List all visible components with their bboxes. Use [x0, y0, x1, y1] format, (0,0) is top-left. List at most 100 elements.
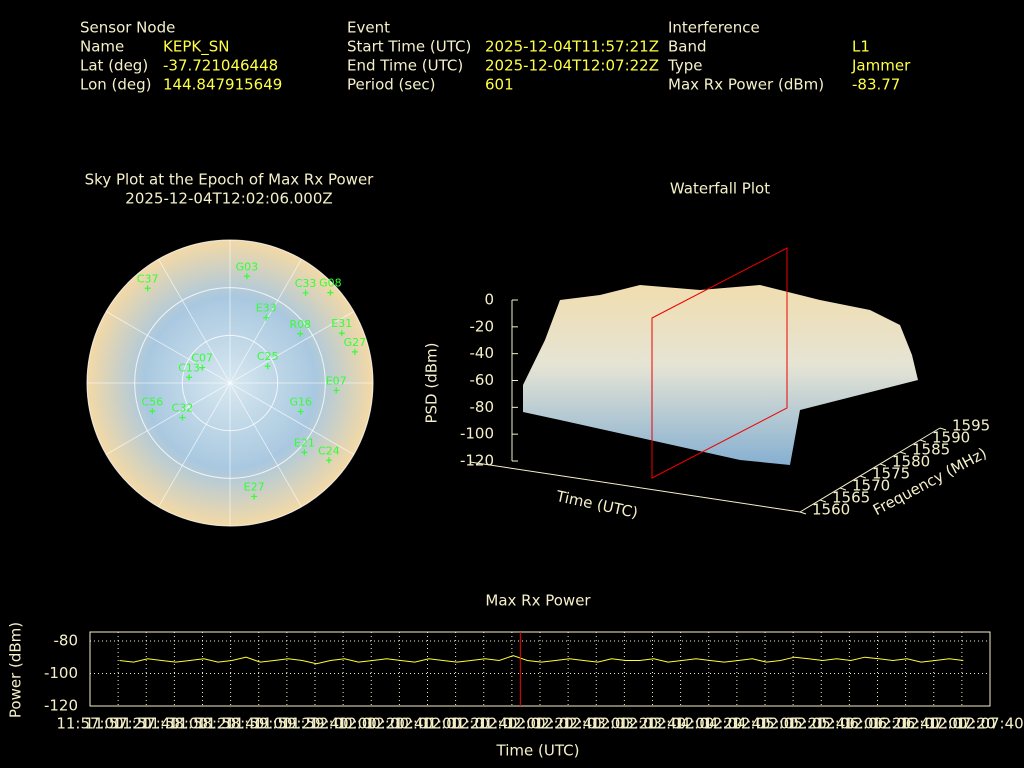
field-value: -37.721046448	[163, 57, 278, 75]
x-tick-label: 11:59:40	[281, 715, 348, 733]
satellite-marker	[149, 408, 156, 415]
x-tick-label: 12:02:20	[506, 715, 573, 733]
satellite	[243, 273, 250, 280]
satellite	[264, 363, 271, 370]
z-tick-label: -120	[460, 452, 494, 470]
chart-title: Waterfall Plot	[670, 180, 770, 198]
y-axis-label: Power (dBm)	[7, 622, 25, 718]
field-value: KEPK_SN	[163, 38, 229, 57]
satellite-marker	[351, 348, 358, 355]
x-tick-label: 12:03:20	[591, 715, 658, 733]
satellite-label: E07	[326, 374, 347, 387]
field-label: Max Rx Power (dBm)	[668, 76, 824, 94]
series-line	[119, 655, 964, 665]
azimuth-spoke	[229, 311, 355, 384]
y-tick-label: -120	[44, 697, 78, 715]
x-tick-label: 12:06:40	[872, 715, 939, 733]
satellite-label: C13	[178, 361, 200, 374]
satellite-marker	[297, 330, 304, 337]
y-tick-label: -80	[54, 631, 79, 649]
satellite	[302, 289, 309, 296]
satellite	[338, 330, 345, 337]
azimuth-spoke	[158, 382, 231, 508]
frequency-tick-label: 1585	[912, 441, 950, 459]
field-label: Type	[667, 57, 702, 75]
frequency-tick-label: 1570	[852, 477, 890, 495]
satellite	[144, 285, 151, 292]
section-title: Sensor Node	[80, 19, 175, 37]
chart-title: Max Rx Power	[485, 592, 591, 610]
z-tick-label: -40	[470, 344, 495, 362]
z-tick-label: -100	[460, 425, 494, 443]
field-value: 144.847915649	[163, 76, 282, 94]
satellite-marker	[144, 285, 151, 292]
surface	[523, 285, 918, 465]
x-tick-label: 12:04:20	[675, 715, 742, 733]
x-tick-label: 12:04:00	[647, 715, 714, 733]
satellite-marker	[179, 414, 186, 421]
satellite-label: G03	[236, 260, 259, 273]
frequency-tick-label: 1595	[952, 417, 990, 435]
x-tick-label: 11:59:00	[225, 715, 292, 733]
frequency-tick	[879, 463, 887, 467]
x-tick-label: 12:00:40	[366, 715, 433, 733]
field-value: L1	[852, 38, 870, 56]
x-tick-label: 12:02:00	[478, 715, 545, 733]
x-tick-label: 11:57:00	[56, 715, 123, 733]
satellite	[327, 289, 334, 296]
satellite-marker	[325, 457, 332, 464]
frequency-tick-label: 1560	[812, 501, 850, 519]
satellite-marker	[251, 493, 258, 500]
x-tick-label: 12:07:00	[900, 715, 967, 733]
satellite-marker	[302, 289, 309, 296]
satellite-marker	[186, 374, 193, 381]
satellite	[179, 414, 186, 421]
satellite	[149, 408, 156, 415]
satellite-label: C32	[172, 402, 194, 415]
satellite	[297, 330, 304, 337]
frequency-tick	[919, 439, 927, 443]
x-tick-label: 11:57:40	[113, 715, 180, 733]
frequency-tick-label: 1575	[872, 465, 910, 483]
field-label: Name	[80, 38, 124, 56]
satellite-label: R08	[289, 318, 311, 331]
frequency-tick	[899, 451, 907, 455]
satellite-marker	[297, 408, 304, 415]
satellite	[199, 364, 206, 371]
satellite-label: C37	[137, 272, 159, 285]
satellite	[297, 408, 304, 415]
frequency-tick-label: 1590	[932, 429, 970, 447]
x-tick-label: 11:58:40	[197, 715, 264, 733]
azimuth-spoke	[229, 258, 302, 384]
azimuth-spoke	[105, 311, 231, 384]
satellite-label: C56	[142, 395, 164, 408]
field-label: Lon (deg)	[80, 76, 152, 94]
satellite-marker	[243, 273, 250, 280]
chart-subtitle: 2025-12-04T12:02:06.000Z	[125, 190, 332, 208]
frequency-tick	[939, 427, 947, 431]
x-tick-label: 12:03:00	[563, 715, 630, 733]
x-tick-label: 12:07:20	[928, 715, 995, 733]
x-tick-label: 12:05:20	[759, 715, 826, 733]
section-title: Interference	[668, 19, 760, 37]
satellite-label: E31	[331, 317, 352, 330]
x-tick-label: 12:01:00	[394, 715, 461, 733]
x-tick-label: 12:06:00	[816, 715, 883, 733]
field-value: 601	[485, 76, 514, 94]
field-value: Jammer	[851, 57, 911, 75]
satellite-marker	[333, 387, 340, 394]
satellite-label: E33	[256, 302, 277, 315]
frequency-tick	[819, 499, 827, 503]
x-tick-label: 12:07:40	[956, 715, 1023, 733]
x-tick-label: 12:04:40	[703, 715, 770, 733]
z-tick-label: -80	[470, 398, 495, 416]
z-tick-label: -60	[470, 371, 495, 389]
z-tick-label: 0	[484, 291, 494, 309]
satellite-label: G27	[344, 336, 367, 349]
satellite-label: C07	[191, 352, 213, 365]
x-tick-label: 12:05:00	[731, 715, 798, 733]
x-axis-label: Time (UTC)	[496, 742, 580, 760]
satellite	[301, 449, 308, 456]
frequency-tick	[859, 475, 867, 479]
